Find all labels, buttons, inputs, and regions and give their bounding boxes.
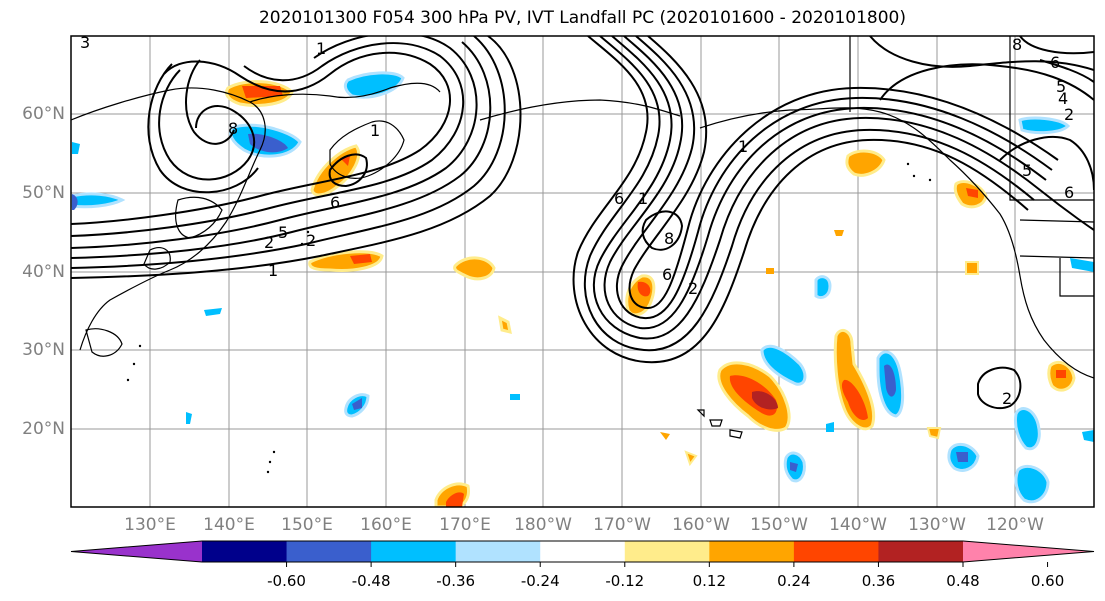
lon-label-160e: 160°E [360,515,412,535]
contour-label: 5 [278,223,288,242]
colorbar-tick-label: 0.36 [861,572,896,590]
colorbar-tick-label: 0.60 [1030,572,1065,590]
contour-label: 8 [1012,35,1022,54]
colorbar-segment [878,541,964,562]
lon-label-140w: 140°W [829,515,887,535]
contour-label: 4 [1058,89,1068,108]
contour-label: 1 [738,137,748,156]
colorbar-outline [70,540,1095,563]
lon-label-160w: 160°W [672,515,730,535]
contour-label: 8 [664,229,674,248]
positive-anomaly-wpac-2 [453,256,496,281]
lon-label-170w: 170°W [593,515,651,535]
contour-label: 2 [1064,105,1074,124]
contour-label: 2 [1002,389,1012,408]
lon-label-170e: 170°E [439,515,491,535]
colorbar-segment [709,541,795,562]
contour-label: 1 [638,189,648,208]
contour-label: 1 [316,39,326,58]
map-title: 2020101300 F054 300 hPa PV, IVT Landfall… [258,8,906,28]
map-frame [70,35,1095,508]
contour-label: 5 [1056,77,1066,96]
colorbar-tick-label: -0.12 [605,572,645,590]
lon-label-140e: 140°E [203,515,255,535]
contour-label: 6 [1050,53,1060,72]
colorbar-tick-label: 0.48 [946,572,980,590]
colorbar-tick-label: 0.12 [692,572,727,590]
contour-label: 6 [614,189,624,208]
contour-label: 8 [228,119,238,138]
pv-contours [71,36,1094,410]
contour-label: 1 [370,121,380,140]
colorbar-tick-label: -0.48 [351,572,391,590]
colorbar-tick-label: 0.24 [777,572,811,590]
contour-label: 6 [330,193,340,212]
colorbar-segment [371,541,457,562]
colorbar-tick-label: -0.60 [267,572,306,590]
colorbar-extend-min [71,541,202,562]
colorbar-tick-label: -0.24 [520,572,560,590]
contour-label: 3 [80,33,90,52]
lon-label-150e: 150°E [281,515,333,535]
lat-label-30n: 30°N [22,340,65,360]
colorbar-segment [286,541,372,562]
colorbar-segment [202,541,288,562]
contour-labels: 3 1 8 6 2 1 1 5 2 6 1 6 8 2 1 8 6 5 4 2 … [80,33,1074,408]
lon-label-130w: 130°W [908,515,966,535]
lon-label-150w: 150°W [750,515,808,535]
contour-label: 1 [268,261,278,280]
colorbar-tick-label: -0.36 [436,572,476,590]
negative-anomaly-hawaii [760,344,807,386]
contour-label: 2 [264,233,274,252]
lat-label-50n: 50°N [22,183,65,203]
contour-label: 2 [306,231,316,250]
contour-label: 6 [662,265,672,284]
lat-label-20n: 20°N [22,419,65,439]
lon-label-180w: 180°W [514,515,572,535]
contour-label: 5 [1022,161,1032,180]
colorbar-extend-max [963,541,1094,562]
colorbar-segment [455,541,541,562]
colorbar-segment [793,541,879,562]
contour-label: 2 [688,279,698,298]
lon-label-130e: 130°E [124,515,176,535]
colorbar-segment [624,541,710,562]
contour-label: 6 [1064,183,1074,202]
lon-label-120w: 120°W [986,515,1044,535]
lat-label-60n: 60°N [22,104,65,124]
colorbar-segment [540,541,626,562]
lat-label-40n: 40°N [22,262,65,282]
